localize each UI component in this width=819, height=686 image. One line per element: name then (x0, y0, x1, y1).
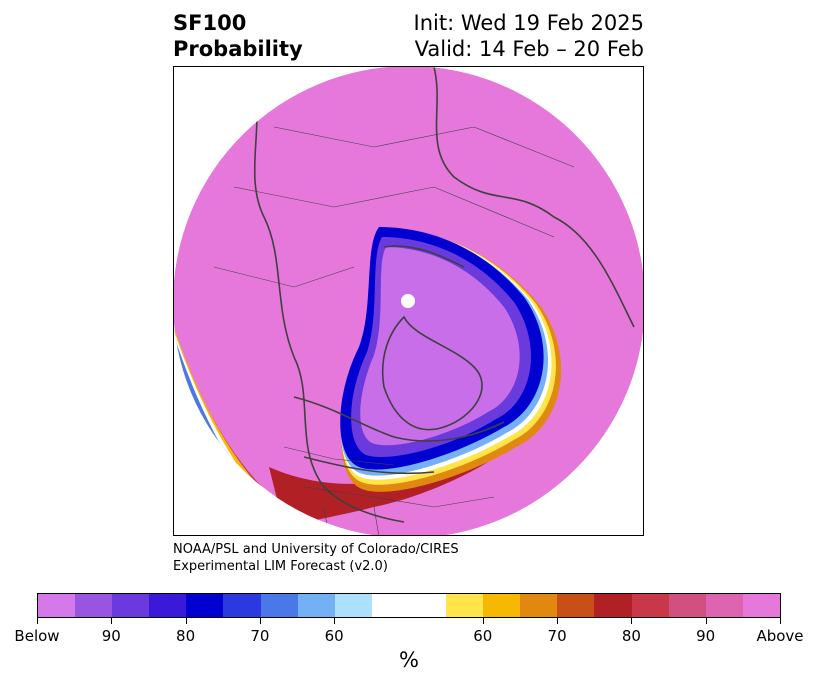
colorbar-segment (668, 594, 706, 617)
title-product: Probability (173, 37, 303, 61)
colorbar-segment (260, 594, 298, 617)
colorbar-segment (483, 594, 521, 617)
colorbar-unit: % (399, 648, 419, 672)
colorbar-segment (742, 594, 780, 617)
colorbar-segment (75, 594, 113, 617)
colorbar-segment (371, 594, 447, 617)
north-pole-gap (401, 294, 415, 308)
colorbar-tick (185, 618, 187, 624)
colorbar-tick-label: Above (756, 627, 804, 645)
colorbar-segment (334, 594, 372, 617)
colorbar-segment (705, 594, 743, 617)
credit-text: NOAA/PSL and University of Colorado/CIRE… (173, 541, 459, 575)
colorbar-segment (594, 594, 632, 617)
coastlines (253, 67, 635, 523)
colorbar-tick (631, 618, 633, 624)
colorbar-segment (297, 594, 335, 617)
colorbar-tick (37, 618, 38, 624)
colorbar-tick-label: Below (14, 627, 60, 645)
colorbar-segment (38, 594, 76, 617)
colorbar-tick (780, 618, 781, 624)
colorbar-tick (482, 618, 484, 624)
forecast-dates: Init: Wed 19 Feb 2025 Valid: 14 Feb – 20… (414, 10, 644, 62)
colorbar-tick-label: 70 (547, 627, 567, 645)
colorbar-tick-label: 60 (324, 627, 344, 645)
init-date: Init: Wed 19 Feb 2025 (413, 11, 644, 35)
colorbar-tick-label: 70 (250, 627, 270, 645)
colorbar-tick (259, 618, 261, 624)
colorbar-segment (446, 594, 484, 617)
credit-line-2: Experimental LIM Forecast (v2.0) (173, 559, 388, 574)
colorbar-segment (557, 594, 595, 617)
colorbar-segment (520, 594, 558, 617)
colorbar-tick (705, 618, 707, 624)
colorbar-segment (186, 594, 224, 617)
valid-range: Valid: 14 Feb – 20 Feb (414, 37, 644, 61)
credit-line-1: NOAA/PSL and University of Colorado/CIRE… (173, 542, 459, 557)
colorbar-segment (112, 594, 150, 617)
colorbar-segment (149, 594, 187, 617)
colorbar-segment (631, 594, 669, 617)
polar-map-svg (174, 67, 643, 535)
probability-field (174, 67, 643, 535)
colorbar (37, 593, 781, 618)
colorbar-tick-label: 80 (621, 627, 641, 645)
borders (213, 126, 575, 535)
south-band-red (269, 412, 534, 527)
colorbar-tick-label: 80 (176, 627, 196, 645)
colorbar-tick-label: 90 (696, 627, 716, 645)
colorbar-tick-label: 90 (101, 627, 121, 645)
colorbar-tick (334, 618, 336, 624)
colorbar-segment (223, 594, 261, 617)
title-variable: SF100 (173, 11, 247, 35)
colorbar-tick-label: 60 (473, 627, 493, 645)
polar-map (173, 66, 644, 536)
colorbar-tick (111, 618, 113, 624)
map-title: SF100 Probability (173, 10, 303, 62)
colorbar-tick (557, 618, 559, 624)
west-band-white (174, 322, 277, 517)
